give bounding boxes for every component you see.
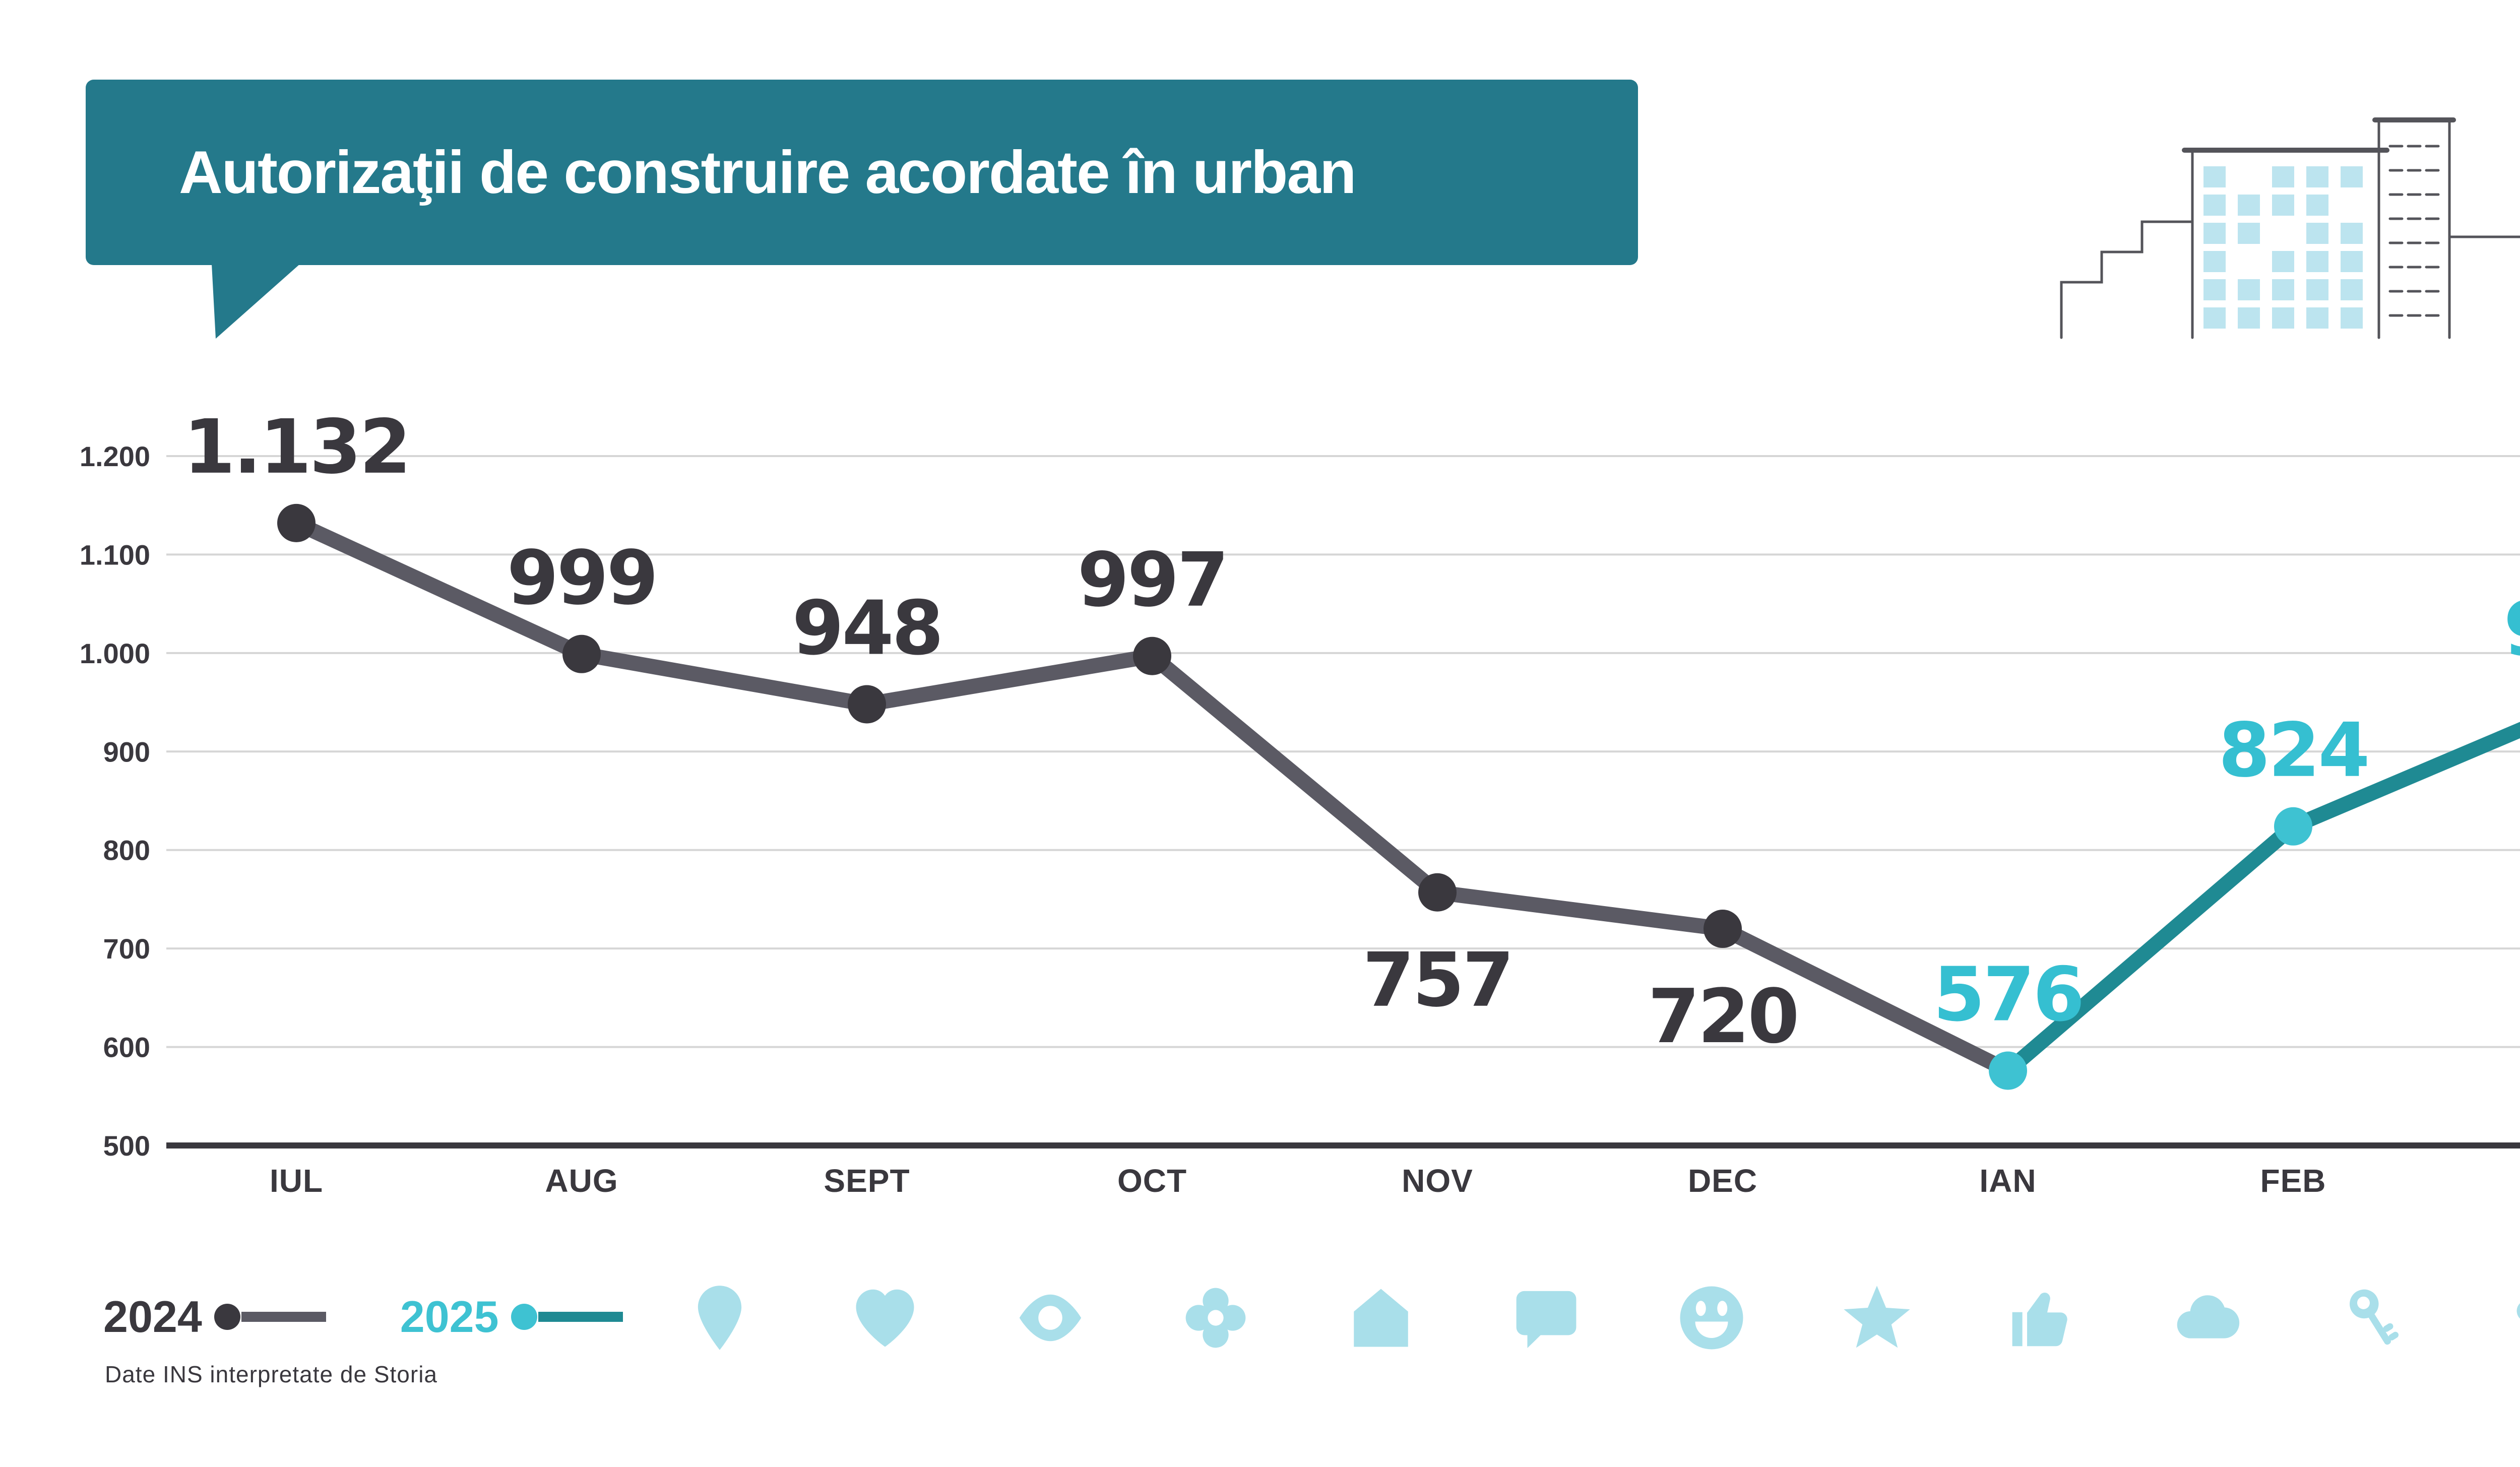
legend-label: 2024 (103, 1292, 202, 1342)
x-axis-label: AUG (545, 1163, 618, 1199)
x-axis-label: SEPT (824, 1163, 910, 1199)
title-banner: Autorizaţii de construire acordate în ur… (86, 80, 1638, 265)
legend-line (538, 1312, 623, 1322)
banner-tail-shape (212, 264, 300, 339)
legend-dot (214, 1304, 240, 1330)
y-axis-tick-label: 500 (103, 1130, 150, 1162)
building-window (2341, 223, 2363, 244)
legend-swatch (511, 1304, 623, 1330)
building-window (2203, 166, 2226, 187)
x-axis-label: DEC (1688, 1163, 1757, 1199)
building-window (2238, 195, 2260, 216)
series-line-2025 (2000, 722, 2520, 1078)
building-window (2203, 279, 2226, 300)
data-point-label: 720 (1648, 973, 1798, 1060)
building-window (2203, 251, 2226, 272)
banner-tail (212, 264, 300, 339)
x-axis-label: OCT (1117, 1163, 1187, 1199)
legend-item-2025: 2025 (400, 1294, 624, 1340)
building-window (2306, 223, 2328, 244)
data-point-label: 1.132 (183, 404, 409, 490)
skyline-outline (2060, 220, 2194, 339)
y-axis-tick-label: 800 (103, 835, 150, 866)
data-point-label: 757 (1363, 937, 1513, 1024)
x-axis-label: IAN (1979, 1163, 2036, 1199)
data-point-label: 999 (507, 535, 657, 621)
building-window (2238, 307, 2260, 329)
data-point-marker (562, 634, 601, 673)
building-window (2306, 166, 2328, 187)
legend-dot (511, 1304, 537, 1330)
building-window (2341, 307, 2363, 329)
data-point-marker (1418, 873, 1457, 912)
source-note: Date INS interpretate de Storia (105, 1361, 437, 1387)
y-axis-tick-label: 600 (103, 1032, 150, 1063)
data-point-label: 576 (1933, 951, 2083, 1038)
data-point-marker (277, 503, 316, 542)
legend-item-2024: 2024 (103, 1294, 327, 1340)
data-point-marker (2274, 807, 2312, 846)
y-axis-tick-label: 1.200 (80, 440, 150, 472)
building-window (2203, 307, 2226, 329)
building-window (2238, 223, 2260, 244)
building-window (2272, 251, 2294, 272)
x-axis-label: IUL (270, 1163, 323, 1199)
building-window (2341, 251, 2363, 272)
chart-legend: 2024 2025 (103, 1294, 624, 1340)
city-skyline-illustration (2060, 117, 2520, 339)
building-window (2306, 279, 2328, 300)
building-window (2238, 279, 2260, 300)
y-axis-tick-label: 900 (103, 736, 150, 768)
building-window (2203, 223, 2226, 244)
data-point-marker (1704, 910, 1742, 948)
building-window (2341, 279, 2363, 300)
y-axis-tick-label: 1.100 (80, 539, 150, 570)
building-window (2306, 195, 2328, 216)
building-window (2272, 166, 2294, 187)
legend-swatch (214, 1304, 326, 1330)
building-window (2341, 166, 2363, 187)
building-window (2306, 251, 2328, 272)
building-window (2272, 195, 2294, 216)
building-window (2272, 307, 2294, 329)
data-point-label: 997 (1078, 537, 1227, 623)
building-window (2203, 195, 2226, 216)
building-window (2272, 279, 2294, 300)
y-axis-tick-label: 1.000 (80, 637, 150, 669)
data-point-label: 948 (792, 585, 942, 671)
x-axis-label: FEB (2260, 1163, 2326, 1199)
building-window (2306, 307, 2328, 329)
data-point-marker (1989, 1051, 2027, 1090)
data-point-label: 824 (2219, 707, 2368, 794)
legend-line (241, 1312, 326, 1322)
data-point-marker (848, 685, 886, 724)
legend-label: 2025 (400, 1292, 499, 1342)
x-axis-label: NOV (1402, 1163, 1473, 1199)
page-title: Autorizaţii de construire acordate în ur… (179, 139, 1356, 206)
data-point-label: 947 (2504, 586, 2520, 672)
y-axis-tick-label: 700 (103, 933, 150, 965)
data-point-marker (1133, 636, 1171, 675)
